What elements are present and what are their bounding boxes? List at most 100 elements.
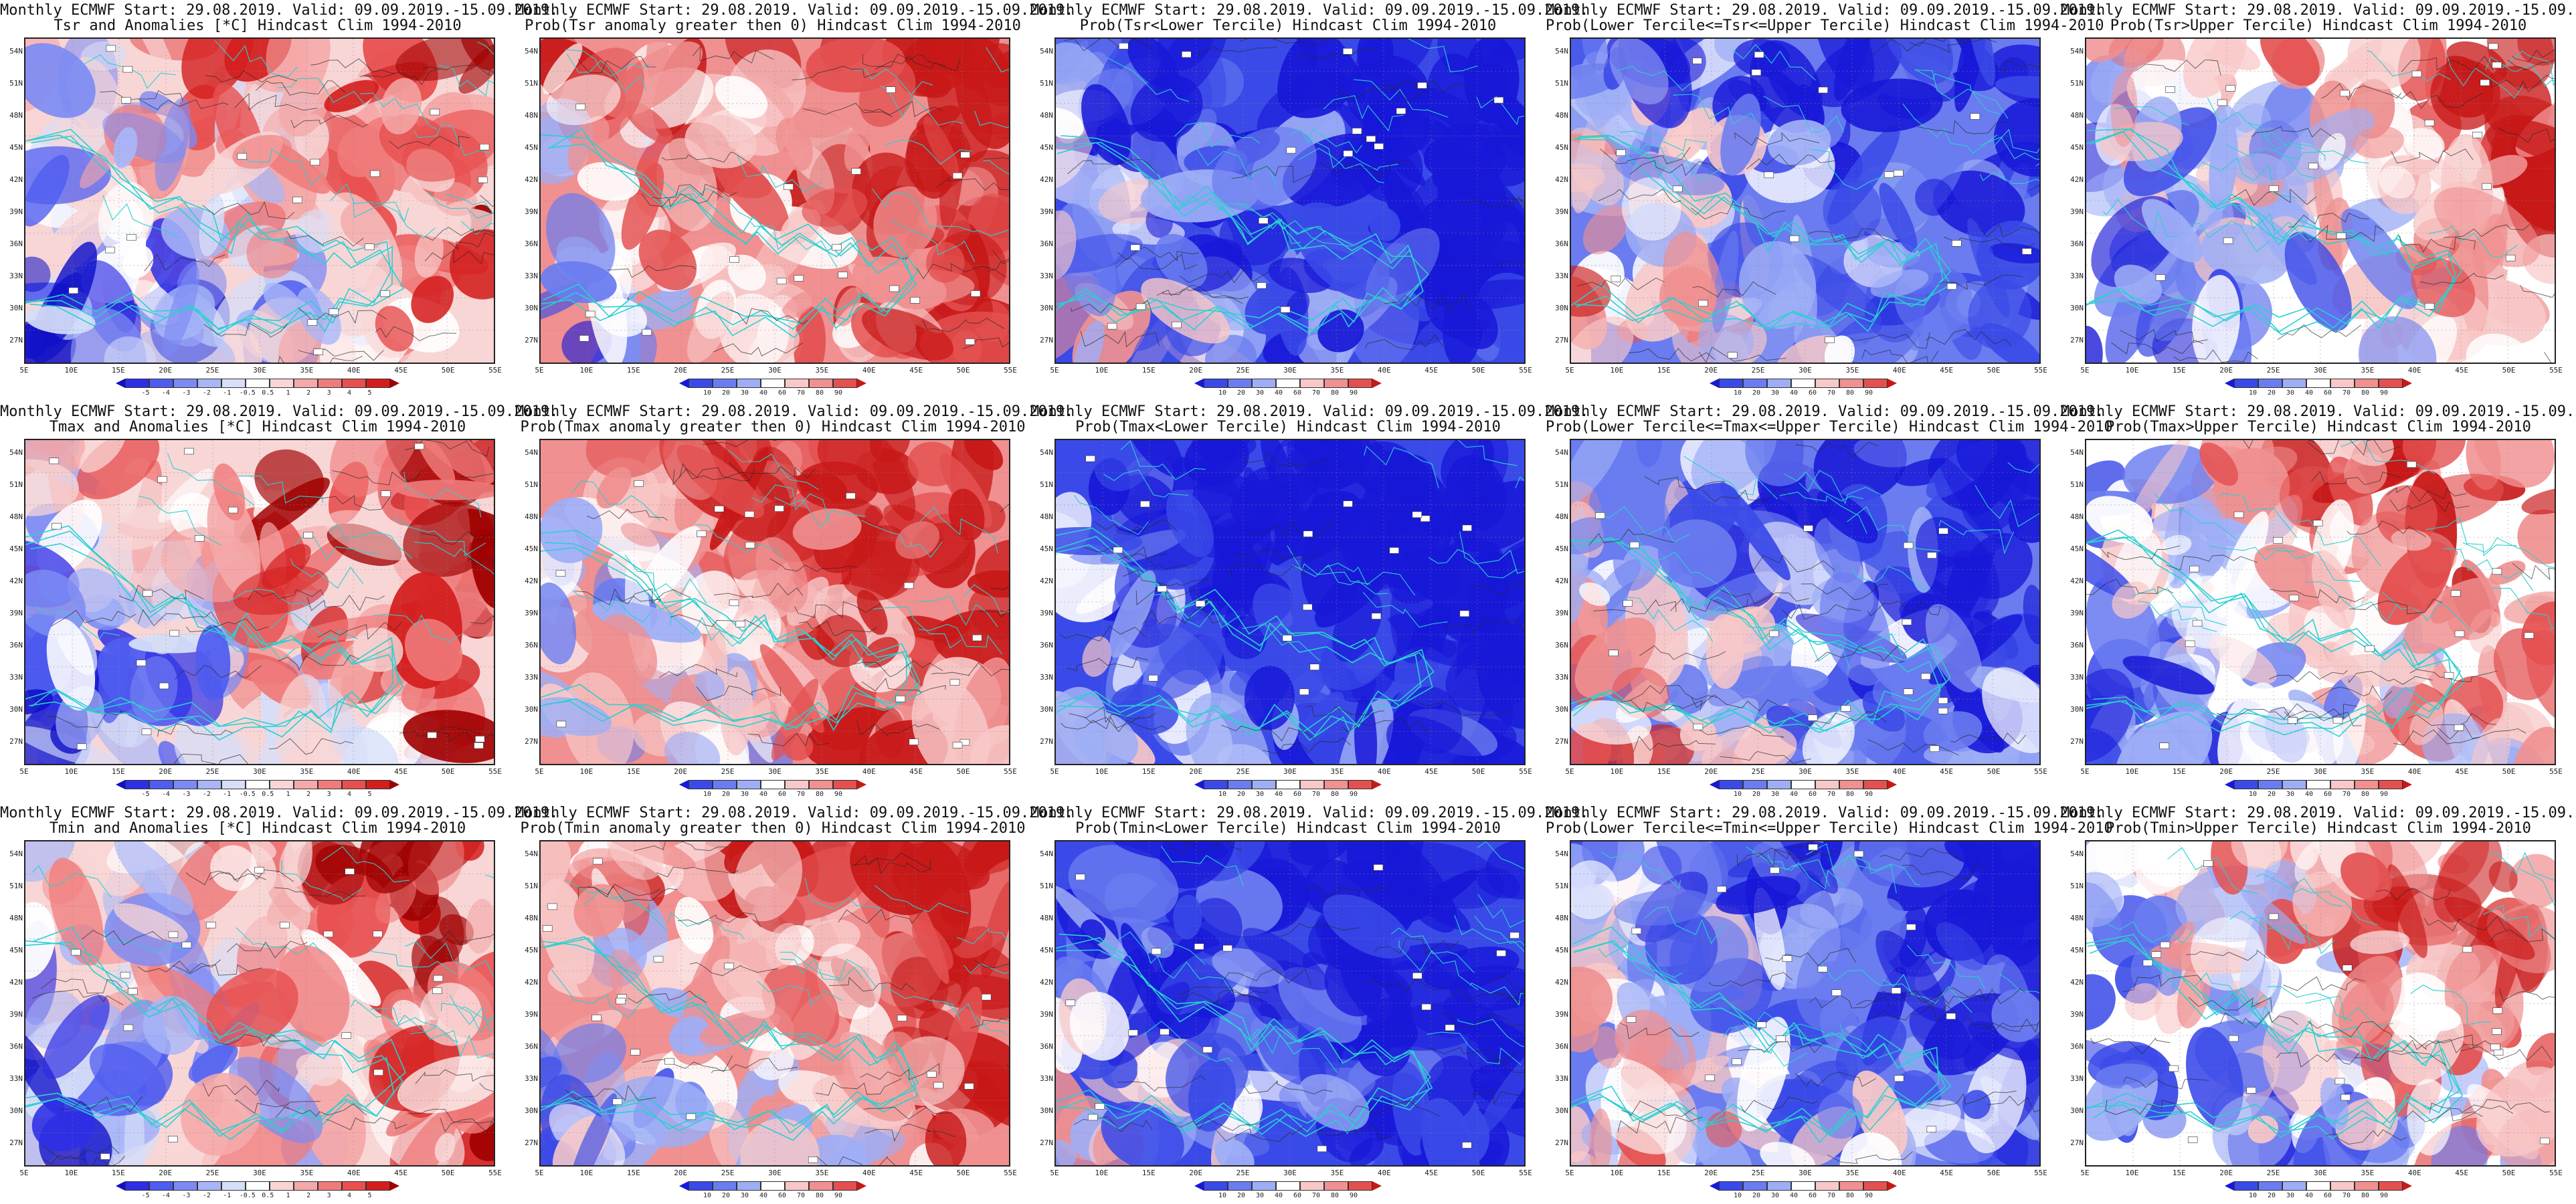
field-blob [1473,1080,1524,1139]
contour-line [1085,716,1167,732]
latitude-tick: 36N [9,239,23,248]
latitude-tick: 45N [9,544,23,553]
border-line [138,495,222,546]
colorbar-tick-label: -1 [223,1192,232,1199]
colorbar-segment [221,1181,246,1191]
field-blob [755,537,808,613]
latitude-tick: 48N [1040,512,1053,521]
contour-line [48,711,126,728]
colorbar-tick-label: 90 [1349,1192,1358,1199]
latitude-tick: 27N [2070,737,2084,746]
colorbar-tick-label: 80 [2361,389,2370,397]
field-blob [541,1056,562,1090]
colorbar-segment [785,1181,809,1191]
contour-value-box [2334,1078,2345,1085]
colorbar-tick-label: 70 [2342,791,2351,798]
field-blob [2318,133,2346,171]
field-blob [761,965,840,1046]
latitude-tick: 48N [2070,512,2084,521]
longitude-tick: 15E [1141,1169,1156,1177]
field-blob [727,254,766,291]
colorbar-tick-label: 70 [796,791,806,798]
latitude-tick: 27N [1040,1138,1053,1147]
latitude-tick: 42N [1040,577,1053,585]
colorbar-segment [246,379,270,388]
colorbar-segment [1348,780,1372,789]
border-line [2132,587,2227,626]
border-line [2446,54,2523,99]
contour-line [255,80,346,96]
contour-value-box [2406,461,2417,468]
border-line [445,193,494,215]
colorbar-tick-label: 20 [2267,389,2276,397]
coastline [1571,926,1940,1135]
field-blob [2136,841,2205,895]
field-blob [1358,134,1423,203]
latitude-tick: 33N [2070,272,2084,280]
latitude-tick: 54N [1040,47,1053,56]
contour-line [747,732,829,747]
contour-line [2347,520,2425,537]
latitude-tick: 42N [1040,978,1053,987]
contour-value-box [2462,946,2473,953]
field-blob [2387,864,2427,959]
contour-value-box [2505,254,2516,262]
coastline [541,546,922,729]
field-blob [2512,726,2555,764]
latitude-tick: 30N [1040,705,1053,714]
colorbar-segment [246,780,270,789]
latitude-tick: 30N [525,705,538,714]
latitude-tick: 54N [9,849,23,858]
latitude-tick: 45N [1040,946,1053,955]
contour-value-box [1373,864,1384,871]
field-blob [1349,1137,1384,1165]
border-line [2229,203,2314,241]
field-blob [466,898,494,954]
contour-line [234,92,318,111]
field-blob [948,488,985,541]
border-line [414,541,494,575]
colorbar-segment [1863,1181,1888,1191]
contour-value-box [1343,150,1354,157]
colorbar-segment [1300,379,1324,388]
field-blob [1212,522,1271,603]
field-blob [1810,39,1902,108]
border-line [551,969,643,1019]
contour-value-box [1412,511,1422,518]
latitude-tick: 51N [525,79,538,88]
colorbar-max-arrow [390,379,399,388]
longitude-tick: 35E [2361,1169,2375,1177]
colorbar-segment [2258,780,2282,789]
field-blob [2247,1115,2278,1144]
colorbar-segment [2379,780,2403,789]
field-blob [42,995,110,1079]
map-field-svg [1056,841,1524,1165]
contour-line [1179,269,1269,284]
contour-value-box [184,447,194,455]
longitude-tick: 35E [2361,366,2375,375]
contour-line [157,723,233,737]
contour-line [1692,281,1776,298]
border-line [2225,144,2316,179]
field-blob [1346,504,1398,528]
contour-value-box [949,679,960,686]
colorbar: 10 20 30 40 60 70 80 90 [1710,379,1897,397]
border-line [2104,921,2193,943]
longitude-tick: 30E [1283,767,1297,776]
map-panel: Monthly ECMWF Start: 29.08.2019. Valid: … [515,0,1073,401]
contour-value-box [784,183,794,191]
colorbar-tick-label: 60 [777,1192,787,1199]
contour-value-box [292,197,302,203]
colorbar-tick-label: 40 [1274,791,1283,798]
map-field-svg [1056,39,1524,363]
contour-line [1448,989,1524,1005]
colorbar-tick-label: 80 [2361,1192,2370,1199]
field-blob [895,521,940,559]
longitude-tick: 55E [2549,366,2563,375]
contour-line [480,195,494,207]
field-blob [1141,927,1174,959]
contour-value-box [630,1049,640,1056]
longitude-tick: 5E [2080,1169,2090,1177]
colorbar-tick-label: 1 [286,389,290,397]
longitude-tick: 35E [1845,767,1859,776]
